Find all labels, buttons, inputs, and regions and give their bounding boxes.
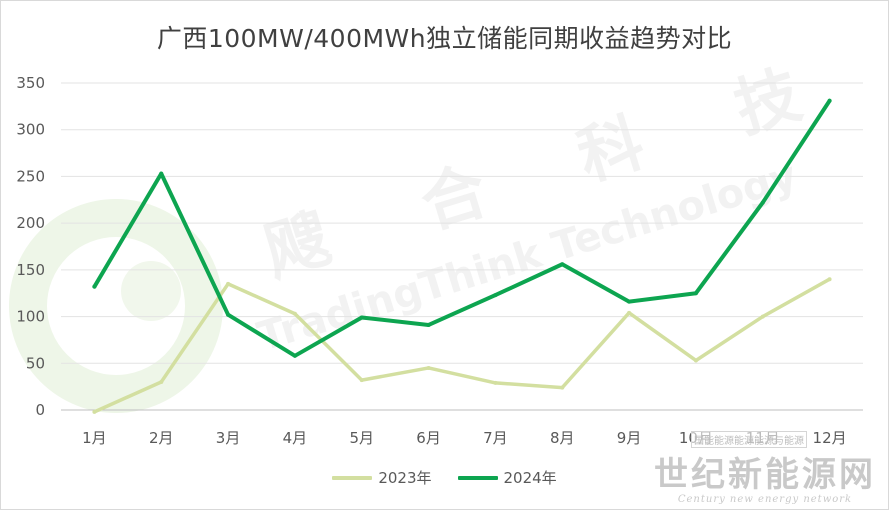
legend: 2023年 2024年	[1, 467, 888, 488]
data-point	[92, 409, 97, 414]
x-tick-label: 12月	[813, 429, 847, 447]
data-point	[693, 291, 698, 296]
data-point	[426, 365, 431, 370]
chart-title: 广西100MW/400MWh独立储能同期收益趋势对比	[156, 24, 733, 53]
data-point	[760, 200, 765, 205]
y-tick-label: 150	[16, 261, 45, 279]
x-tick-label: 2月	[149, 429, 174, 447]
data-point	[426, 322, 431, 327]
y-tick-label: 200	[16, 214, 45, 232]
data-point	[92, 284, 97, 289]
x-tick-label: 3月	[216, 429, 241, 447]
legend-item: 2023年	[332, 467, 432, 488]
data-point	[493, 293, 498, 298]
x-tick-label: 9月	[617, 429, 642, 447]
brand-subtitle: Century new energy network	[677, 494, 853, 505]
brand-note: 国能能源能源能源与能源	[691, 431, 807, 448]
brand-name: 世纪新能源网	[654, 455, 876, 495]
legend-label: 2024年	[503, 469, 557, 487]
legend-item: 2024年	[457, 467, 557, 488]
data-point	[159, 171, 164, 176]
x-tick-label: 1月	[82, 429, 107, 447]
line-chart: 0 50 100 150 200 250 300 350 1月 2月 3月 4月 5月 6月 7月 8月 9月…	[16, 74, 863, 447]
data-point	[493, 380, 498, 385]
brand-watermark: 世纪新能源网 Century new energy network	[654, 456, 876, 505]
y-tick-label: 250	[16, 167, 45, 185]
series-line	[92, 277, 832, 414]
data-point	[693, 358, 698, 363]
data-point	[760, 314, 765, 319]
y-tick-label: 50	[26, 354, 45, 372]
data-point	[827, 98, 832, 103]
data-point	[627, 299, 632, 304]
x-tick-label: 8月	[550, 429, 575, 447]
y-tick-label: 0	[35, 401, 45, 419]
legend-swatch	[332, 475, 373, 480]
y-tick-label: 350	[16, 74, 45, 92]
data-point	[827, 277, 832, 282]
data-point	[159, 379, 164, 384]
series-line	[92, 98, 832, 358]
data-point	[560, 385, 565, 390]
x-tick-label: 6月	[416, 429, 441, 447]
legend-swatch	[457, 475, 498, 480]
data-point	[226, 281, 231, 286]
data-point	[292, 311, 297, 316]
y-tick-label: 100	[16, 308, 45, 326]
data-point	[627, 310, 632, 315]
data-point	[359, 378, 364, 383]
x-tick-label: 5月	[349, 429, 374, 447]
data-point	[226, 312, 231, 317]
y-tick-label: 300	[16, 121, 45, 139]
data-point	[359, 315, 364, 320]
x-tick-label: 4月	[283, 429, 308, 447]
x-tick-label: 7月	[483, 429, 508, 447]
data-point	[560, 262, 565, 267]
data-point	[292, 353, 297, 358]
legend-label: 2023年	[378, 469, 432, 487]
